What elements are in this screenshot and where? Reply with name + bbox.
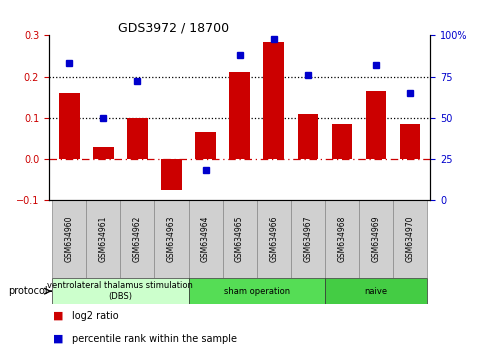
Text: ■: ■ xyxy=(53,311,63,321)
Bar xyxy=(52,278,188,304)
Bar xyxy=(195,132,215,159)
Bar xyxy=(59,93,80,159)
Text: GSM634960: GSM634960 xyxy=(65,216,74,262)
Text: ■: ■ xyxy=(53,334,63,344)
Bar xyxy=(52,200,86,278)
Text: GSM634968: GSM634968 xyxy=(337,216,346,262)
Text: GSM634962: GSM634962 xyxy=(133,216,142,262)
Bar xyxy=(229,73,249,159)
Text: GDS3972 / 18700: GDS3972 / 18700 xyxy=(117,21,228,34)
Bar xyxy=(358,200,392,278)
Bar xyxy=(324,278,426,304)
Bar xyxy=(392,200,426,278)
Bar xyxy=(154,200,188,278)
Text: naive: naive xyxy=(364,287,386,296)
Text: sham operation: sham operation xyxy=(223,287,289,296)
Bar xyxy=(297,114,317,159)
Bar xyxy=(188,278,324,304)
Text: GSM634969: GSM634969 xyxy=(370,216,380,262)
Text: GSM634965: GSM634965 xyxy=(235,216,244,262)
Text: GSM634966: GSM634966 xyxy=(268,216,278,262)
Bar xyxy=(86,200,120,278)
Text: GSM634967: GSM634967 xyxy=(303,216,311,262)
Bar xyxy=(399,124,419,159)
Bar xyxy=(127,118,147,159)
Text: protocol: protocol xyxy=(9,286,48,296)
Bar xyxy=(120,200,154,278)
Bar xyxy=(222,200,256,278)
Bar xyxy=(256,200,290,278)
Text: log2 ratio: log2 ratio xyxy=(72,311,118,321)
Bar xyxy=(263,41,284,159)
Text: GSM634964: GSM634964 xyxy=(201,216,210,262)
Bar xyxy=(324,200,358,278)
Text: GSM634961: GSM634961 xyxy=(99,216,108,262)
Bar xyxy=(188,200,222,278)
Text: GSM634970: GSM634970 xyxy=(405,216,413,262)
Text: ventrolateral thalamus stimulation
(DBS): ventrolateral thalamus stimulation (DBS) xyxy=(47,281,193,301)
Bar xyxy=(365,91,385,159)
Text: percentile rank within the sample: percentile rank within the sample xyxy=(72,334,236,344)
Bar xyxy=(93,147,113,159)
Bar xyxy=(290,200,324,278)
Text: GSM634963: GSM634963 xyxy=(167,216,176,262)
Bar xyxy=(331,124,351,159)
Bar xyxy=(161,159,182,190)
